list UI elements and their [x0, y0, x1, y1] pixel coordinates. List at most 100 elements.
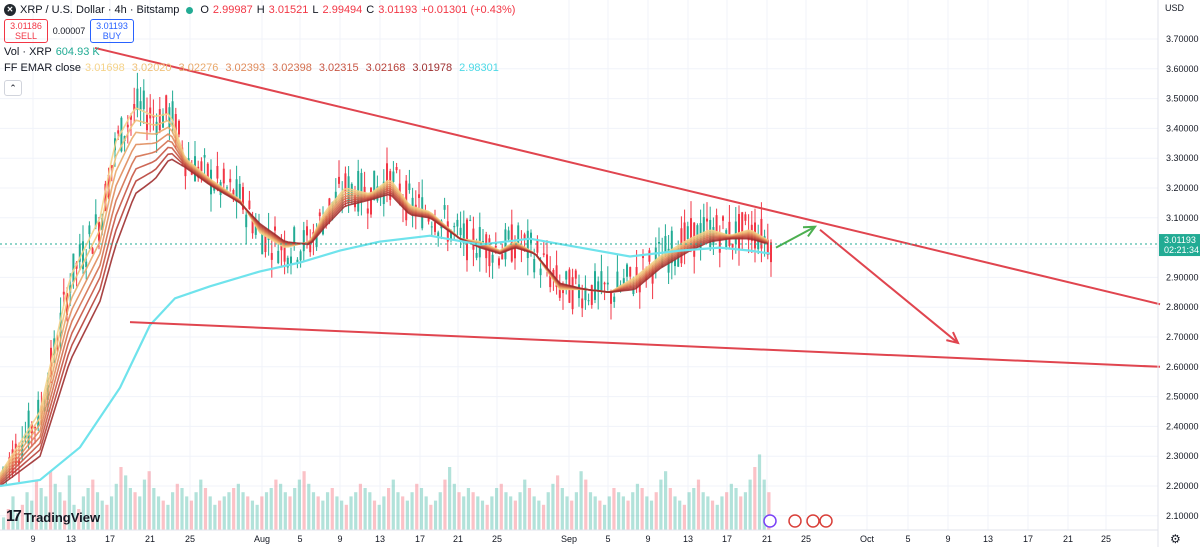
- symbol-title[interactable]: XRP / U.S. Dollar · 4h · Bitstamp: [20, 4, 180, 16]
- volume-bar: [16, 513, 20, 530]
- volume-bar: [316, 496, 320, 530]
- candle-body: [418, 194, 420, 198]
- volume-bar: [480, 500, 485, 530]
- volume-bar: [114, 483, 118, 530]
- volume-bar: [631, 492, 635, 530]
- volume-bar: [518, 492, 522, 530]
- candle-body: [718, 235, 721, 253]
- volume-bar: [260, 496, 264, 530]
- candle-body: [507, 230, 510, 240]
- countdown-label: 02:21:34: [1164, 245, 1199, 255]
- event-flag-icon: [763, 514, 777, 528]
- currency-label[interactable]: USD: [1165, 3, 1185, 13]
- candle-body: [594, 271, 596, 300]
- candle-body: [101, 217, 104, 231]
- candle-body: [136, 88, 139, 110]
- candle-body: [392, 171, 395, 183]
- candle-body: [235, 179, 238, 202]
- volume-bar: [541, 504, 546, 530]
- volume-bar: [494, 488, 499, 530]
- candle-body: [155, 121, 158, 136]
- candle-body: [59, 312, 62, 334]
- volume-bar: [105, 504, 109, 530]
- candle-body: [757, 238, 760, 250]
- candle-body: [290, 256, 292, 265]
- volume-bar: [236, 483, 240, 530]
- time-tick-label: Oct: [860, 534, 875, 544]
- trendlines[interactable]: [0, 46, 1161, 368]
- candle-body: [658, 241, 660, 244]
- candle-body: [34, 427, 36, 429]
- ema-line-4: [0, 133, 769, 480]
- candle-body: [91, 248, 94, 254]
- volume-bar: [34, 479, 39, 530]
- candle-body: [453, 226, 456, 228]
- event-flag-icon: [819, 514, 833, 528]
- volume-bar: [72, 504, 76, 530]
- candle-body: [142, 90, 145, 110]
- candle-body: [542, 253, 545, 255]
- volume-bar: [189, 500, 193, 530]
- ema-label[interactable]: FF EMAR close: [4, 62, 82, 74]
- volume-bar: [232, 488, 236, 530]
- volume-bar: [696, 479, 701, 530]
- volume-bar: [354, 492, 358, 530]
- candle-body: [152, 115, 155, 118]
- volume-bar: [100, 500, 104, 530]
- ema-value-8: 3.01978: [412, 62, 453, 74]
- price-tick-label: 2.80000: [1166, 302, 1199, 312]
- candle-body: [526, 230, 529, 259]
- candle-body: [366, 208, 369, 214]
- volume-bar: [504, 492, 508, 530]
- volume-bar: [53, 483, 57, 530]
- volume-bar: [574, 492, 578, 530]
- candle-body: [446, 221, 449, 242]
- time-tick-label: 9: [30, 534, 35, 544]
- volume-bar: [612, 488, 616, 530]
- candle-body: [315, 230, 318, 247]
- volume-bar: [11, 496, 15, 530]
- time-tick-label: 13: [375, 534, 385, 544]
- volume-bar: [227, 492, 231, 530]
- volume-bar: [283, 492, 287, 530]
- candle-body: [104, 183, 107, 212]
- time-tick-label: Sep: [561, 534, 577, 544]
- candle-body: [766, 239, 769, 256]
- volume-bar: [424, 496, 428, 530]
- volume-bar: [156, 496, 161, 530]
- volume-bar: [664, 471, 668, 530]
- candle-body: [437, 232, 440, 237]
- tradingview-logo[interactable]: 17 TradingView: [6, 508, 100, 526]
- volume-bar: [457, 492, 461, 530]
- current-price-label: 3.01193: [1164, 235, 1196, 245]
- volume-bar: [570, 500, 574, 530]
- time-tick-label: 13: [683, 534, 693, 544]
- candle-body: [72, 253, 75, 283]
- candle-body: [494, 245, 497, 248]
- volume-bar: [753, 467, 757, 530]
- candle-body: [238, 183, 241, 202]
- collapse-legend-button[interactable]: ⌃: [4, 80, 22, 96]
- volume-bar: [466, 488, 471, 530]
- logo-text: TradingView: [23, 509, 101, 525]
- time-tick-label: 21: [1063, 534, 1073, 544]
- upper-trendline: [94, 46, 1161, 306]
- candle-body: [21, 443, 24, 457]
- price-axis[interactable]: 3.70000 3.60000 3.50000 3.40000 3.30000 3.200…: [1157, 0, 1200, 547]
- volume-label[interactable]: Vol · XRP: [4, 46, 52, 58]
- sell-button[interactable]: 3.01186 SELL: [4, 19, 48, 43]
- candle-body: [533, 258, 536, 273]
- gear-icon[interactable]: ⚙: [1170, 532, 1181, 546]
- buy-button[interactable]: 3.01193 BUY: [90, 19, 134, 43]
- candle-body: [434, 222, 436, 232]
- volume-bar: [607, 496, 611, 530]
- volume-bar: [269, 488, 273, 530]
- volume-bar: [673, 496, 677, 530]
- volume-bar: [321, 500, 325, 530]
- projection-up-arrowhead: [802, 225, 818, 238]
- time-axis[interactable]: 9 13 17 21 25 Aug 5 9 13 17 21 25 Sep 5 9 13 17 21 25 Oct 5 9…: [0, 514, 1158, 544]
- ohlc-open: 2.99987: [212, 4, 253, 16]
- volume-bar: [203, 488, 208, 530]
- time-tick-label: 17: [105, 534, 115, 544]
